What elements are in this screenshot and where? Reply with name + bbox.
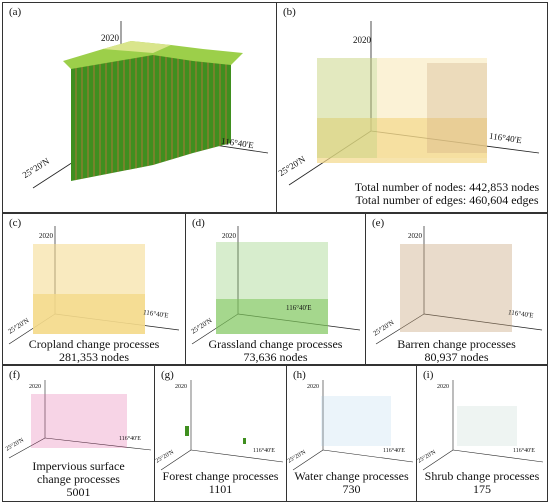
panel-h-title: Water change processes xyxy=(294,469,409,483)
panel-d-count: 73,636 nodes xyxy=(243,350,308,364)
panel-f-lon: 116°40'E xyxy=(119,436,141,442)
panel-e-count: 80,937 nodes xyxy=(424,350,489,364)
panel-d-caption: Grassland change processes 73,636 nodes xyxy=(186,338,365,364)
panel-b-plot xyxy=(288,21,540,186)
panel-c: (c) 2020 25°20'N 116°40'E Cropland chang… xyxy=(2,213,186,365)
panel-g-count: 1101 xyxy=(208,482,233,496)
panel-c-caption: Cropland change processes 281,353 nodes xyxy=(3,338,185,364)
panel-h-plot xyxy=(292,380,414,471)
panel-c-plot xyxy=(8,226,180,345)
panel-f: (f) 2020 25°20'N 116°40'E Impervious sur… xyxy=(2,365,155,502)
panel-i-title: Shrub change processes xyxy=(424,469,540,483)
panel-i-count: 175 xyxy=(473,482,491,496)
panel-h-caption: Water change processes 730 xyxy=(287,470,416,496)
panel-g-lon: 116°40'E xyxy=(253,448,275,454)
panel-f-title-line1: Impervious surface xyxy=(32,459,125,473)
panel-a-year: 2020 xyxy=(101,33,119,43)
panel-b-year: 2020 xyxy=(353,35,371,45)
panel-d-title: Grassland change processes xyxy=(208,337,343,351)
panel-b-label: (b) xyxy=(283,6,296,18)
panel-f-label: (f) xyxy=(9,369,20,381)
panel-h-year: 2020 xyxy=(307,384,319,390)
panel-b-stats: Total number of nodes: 442,853 nodes Tot… xyxy=(277,181,547,207)
panel-i-lon: 116°40'E xyxy=(513,448,535,454)
panel-a-3d-block xyxy=(63,41,243,181)
panel-h-lon: 116°40'E xyxy=(383,448,405,454)
panel-e-caption: Barren change processes 80,937 nodes xyxy=(366,338,547,364)
panel-g-plot xyxy=(160,380,284,471)
panel-e-label: (e) xyxy=(372,217,385,229)
panel-i-year: 2020 xyxy=(437,384,449,390)
panel-c-label: (c) xyxy=(9,217,22,229)
panel-h-label: (h) xyxy=(293,369,306,381)
panel-b: (b) 2020 25°20'N 116°40'E Total number o… xyxy=(276,2,548,213)
panel-h-count: 730 xyxy=(342,482,361,496)
panel-b-nodes: Total number of nodes: 442,853 nodes xyxy=(354,180,540,194)
panel-b-cloud xyxy=(317,58,487,163)
panel-e-year: 2020 xyxy=(408,232,422,240)
panel-e-title: Barren change processes xyxy=(397,337,516,351)
panel-h: (h) 2020 25°20'N 116°40'E Water change p… xyxy=(286,365,417,502)
panel-f-year: 2020 xyxy=(29,384,41,390)
panel-f-count: 5001 xyxy=(66,485,91,499)
panel-d: (d) 2020 25°20'N 116°40'E Grassland chan… xyxy=(185,213,366,365)
panel-g-label: (g) xyxy=(161,369,174,381)
panel-f-title-line2: change processes xyxy=(37,472,120,486)
panel-i: (i) 2020 25°20'N 116°40'E Shrub change p… xyxy=(416,365,548,502)
panel-b-edges: Total number of edges: 460,604 edges xyxy=(355,193,539,207)
panel-c-title: Cropland change processes xyxy=(28,337,160,351)
panel-i-label: (i) xyxy=(423,369,434,381)
panel-e: (e) 2020 25°20'N 116°40'E Barren change … xyxy=(365,213,548,365)
panel-c-count: 281,353 nodes xyxy=(59,350,129,364)
panel-a-plot xyxy=(32,21,269,189)
panel-i-plot xyxy=(422,380,544,471)
panel-a-label: (a) xyxy=(9,6,22,18)
panel-a: (a) 2020 25°20'N 116°40'E xyxy=(2,2,277,213)
panel-f-caption: Impervious surface change processes 5001 xyxy=(3,460,154,499)
panel-c-year: 2020 xyxy=(39,232,53,240)
panel-g-title: Forest change processes xyxy=(162,469,279,483)
panel-e-plot xyxy=(375,226,543,345)
panel-i-caption: Shrub change processes 175 xyxy=(417,470,547,496)
panel-f-plot xyxy=(8,380,152,459)
panel-g-caption: Forest change processes 1101 xyxy=(155,470,286,496)
panel-d-year: 2020 xyxy=(222,232,236,240)
panel-d-label: (d) xyxy=(192,217,205,229)
panel-g: (g) 2020 25°20'N 116°40'E Forest change … xyxy=(154,365,287,502)
panel-d-lon: 116°40'E xyxy=(286,304,312,312)
panel-g-year: 2020 xyxy=(175,384,187,390)
panel-d-plot xyxy=(191,226,361,345)
